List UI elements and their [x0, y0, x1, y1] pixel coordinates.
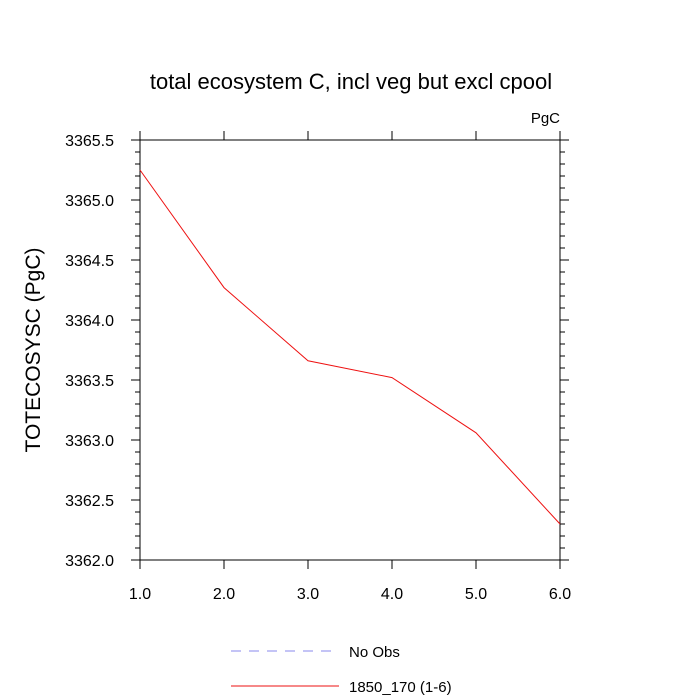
series-line: [139, 169, 561, 525]
legend-label: 1850_170 (1-6): [349, 679, 452, 696]
chart-title: total ecosystem C, incl veg but excl cpo…: [150, 69, 552, 94]
y-tick-label: 3363.0: [65, 433, 114, 450]
plot-frame: [139, 139, 561, 561]
y-tick-label: 3362.5: [65, 493, 114, 510]
x-tick-label: 5.0: [465, 586, 487, 603]
y-axis-label: TOTECOSYSC (PgC): [22, 248, 45, 453]
x-tick-label: 6.0: [549, 586, 571, 603]
y-tick-label: 3364.0: [65, 313, 114, 330]
units-label: PgC: [531, 110, 560, 127]
axis-ticks: 1.0 2.0 3.0 4.0 5.0 6.0 3362.0 3362.5 3363.0 3363…: [65, 131, 571, 603]
series-group: [139, 169, 561, 525]
y-tick-label: 3365.0: [65, 193, 114, 210]
y-tick-label: 3363.5: [65, 373, 114, 390]
legend: No Obs 1850_170 (1-6): [231, 644, 452, 696]
x-tick-label: 2.0: [213, 586, 235, 603]
x-tick-label: 3.0: [297, 586, 319, 603]
y-tick-label: 3365.5: [65, 133, 114, 150]
y-tick-label: 3362.0: [65, 553, 114, 570]
x-tick-label: 4.0: [381, 586, 403, 603]
y-tick-label: 3364.5: [65, 253, 114, 270]
x-tick-label: 1.0: [129, 586, 151, 603]
legend-label: No Obs: [349, 644, 400, 661]
